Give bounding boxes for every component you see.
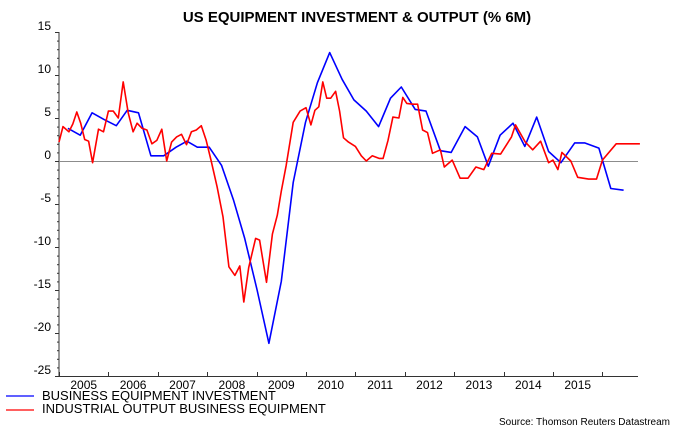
- legend-label-industrial-output-business-equipment: INDUSTRIAL OUTPUT BUSINESS EQUIPMENT: [42, 401, 326, 416]
- source-note: Source: Thomson Reuters Datastream: [499, 417, 670, 428]
- series-line-business-equipment-investment: [67, 51, 624, 345]
- x-tick-label: 2011: [367, 378, 393, 392]
- y-tick-label: -20: [34, 320, 52, 334]
- x-tick-label: 2008: [219, 378, 246, 392]
- x-tick-label: 2013: [466, 378, 493, 392]
- x-tick-label: 2012: [416, 378, 443, 392]
- y-tick-label: -10: [34, 234, 52, 248]
- x-tick-label: 2009: [268, 378, 295, 392]
- legend: BUSINESS EQUIPMENT INVESTMENT INDUSTRIAL…: [6, 388, 326, 416]
- y-tick-label: -15: [34, 277, 52, 291]
- x-tick-label: 2015: [564, 378, 591, 392]
- y-axis: 15 10 5 0 -5 -10 -15 -20 -25: [34, 19, 60, 377]
- x-tick-label: 2007: [169, 378, 196, 392]
- x-tick-label: 2014: [515, 378, 542, 392]
- y-tick-label: 5: [44, 105, 51, 119]
- y-tick-label: -25: [34, 363, 52, 377]
- y-tick-label: 15: [38, 19, 52, 33]
- x-tick-label: 2006: [120, 378, 147, 392]
- series-layer: [58, 51, 640, 345]
- x-axis: 2005 2006 2007 2008 2009 2010 2011 2012 2013 2014…: [59, 372, 638, 392]
- y-tick-label: 0: [44, 148, 51, 162]
- y-tick-label: -5: [40, 191, 51, 205]
- x-tick-label: 2010: [317, 378, 344, 392]
- x-tick-label: 2005: [70, 378, 97, 392]
- chart-title: US EQUIPMENT INVESTMENT & OUTPUT (% 6M): [183, 9, 531, 26]
- legend-label-business-equipment-investment: BUSINESS EQUIPMENT INVESTMENT: [42, 388, 276, 403]
- y-tick-label: 10: [38, 62, 52, 76]
- series-line-industrial-output-business-equipment: [58, 81, 640, 303]
